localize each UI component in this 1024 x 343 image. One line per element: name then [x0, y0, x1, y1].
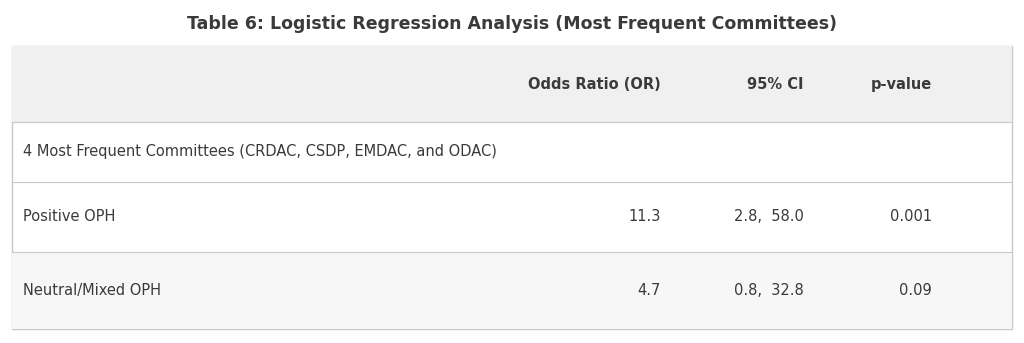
Text: Table 6: Logistic Regression Analysis (Most Frequent Committees): Table 6: Logistic Regression Analysis (M… [187, 15, 837, 33]
Text: Positive OPH: Positive OPH [23, 210, 115, 224]
Text: Neutral/Mixed OPH: Neutral/Mixed OPH [23, 283, 161, 298]
Text: 4.7: 4.7 [637, 283, 660, 298]
Text: 0.8,  32.8: 0.8, 32.8 [734, 283, 804, 298]
Text: 0.001: 0.001 [890, 210, 932, 224]
FancyBboxPatch shape [12, 46, 1012, 122]
FancyBboxPatch shape [12, 46, 1012, 329]
Text: 0.09: 0.09 [899, 283, 932, 298]
Text: p-value: p-value [870, 76, 932, 92]
Text: 95% CI: 95% CI [748, 76, 804, 92]
Text: 11.3: 11.3 [628, 210, 660, 224]
FancyBboxPatch shape [12, 252, 1012, 329]
Text: 2.8,  58.0: 2.8, 58.0 [734, 210, 804, 224]
Text: Odds Ratio (OR): Odds Ratio (OR) [527, 76, 660, 92]
Text: 4 Most Frequent Committees (CRDAC, CSDP, EMDAC, and ODAC): 4 Most Frequent Committees (CRDAC, CSDP,… [23, 144, 497, 159]
